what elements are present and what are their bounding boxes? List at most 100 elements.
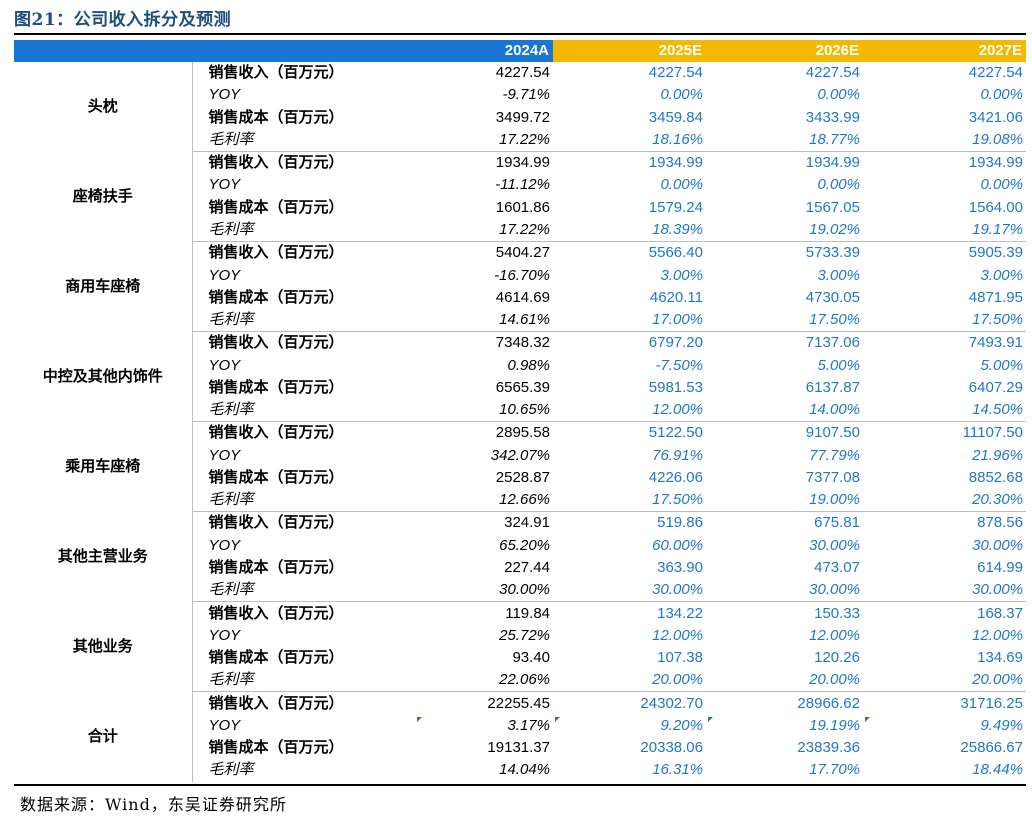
value-cell: 17.50% bbox=[553, 489, 706, 513]
value-cell: 3499.72 bbox=[495, 108, 550, 126]
value-cell: 5404.27 bbox=[495, 244, 550, 262]
value-cell: 6797.20 bbox=[648, 334, 703, 352]
value-cell: 4871.95 bbox=[968, 288, 1023, 306]
value-cell: 3.00% bbox=[660, 266, 703, 284]
table-row: 毛利率 14.61% 17.00% 17.50% 17.50% bbox=[14, 308, 1026, 333]
value-cell: 4620.11 bbox=[649, 288, 703, 306]
value-cell: 614.99 bbox=[977, 558, 1023, 576]
value-cell: 14.50% bbox=[863, 398, 1026, 423]
value-cell: 7348.32 bbox=[495, 334, 550, 352]
metric-label: 销售收入（百万元） bbox=[208, 604, 344, 622]
value-cell: 4226.06 bbox=[648, 468, 703, 486]
metric-label: 销售成本（百万元） bbox=[208, 649, 344, 667]
table-row: 销售成本（百万元） 1601.86 1579.24 1567.05 1564.00 bbox=[14, 197, 1026, 219]
value-cell: 19.19% bbox=[706, 715, 863, 737]
segment-name: 其他业务 bbox=[14, 601, 193, 692]
value-cell: 20.00% bbox=[706, 669, 863, 693]
value-cell: 0.00% bbox=[817, 86, 860, 104]
value-cell: 6407.29 bbox=[968, 378, 1023, 396]
value-cell: 20.30% bbox=[863, 489, 1026, 513]
source-note: 数据来源：Wind，东吴证券研究所 bbox=[20, 795, 287, 814]
metric-label: 销售成本（百万元） bbox=[208, 558, 344, 576]
value-cell: 134.22 bbox=[657, 604, 703, 622]
metric-label: 毛利率 bbox=[192, 489, 415, 513]
value-cell: 3.00% bbox=[980, 266, 1023, 284]
value-cell: 134.69 bbox=[977, 649, 1023, 667]
value-cell: 18.44% bbox=[972, 761, 1023, 779]
table-row: 商用车座椅 销售收入（百万元） 5404.27 5566.40 5733.39 5905.… bbox=[14, 241, 1026, 332]
table-row: 毛利率 17.22% 18.39% 19.02% 19.17% bbox=[14, 218, 1026, 243]
metric-label: YOY bbox=[208, 176, 241, 194]
value-cell: 4227.54 bbox=[495, 64, 550, 82]
metric-label: 销售收入（百万元） bbox=[208, 64, 344, 82]
value-cell: 1934.99 bbox=[968, 154, 1023, 172]
table-body: 头枕 销售收入（百万元） 4227.54 4227.54 4227.54 4227.54 Y… bbox=[14, 62, 1026, 782]
value-cell: 20.00% bbox=[863, 669, 1026, 693]
table-row: 其他主营业务 销售收入（百万元） 324.91 519.86 675.81 878.56 bbox=[14, 511, 1026, 602]
metric-label: 销售成本（百万元） bbox=[208, 468, 344, 486]
header-2026e: 2026E bbox=[706, 40, 863, 62]
value-cell: 1934.99 bbox=[805, 154, 860, 172]
value-cell: 2528.87 bbox=[495, 468, 550, 486]
value-cell: 120.26 bbox=[814, 649, 860, 667]
value-cell: 227.44 bbox=[504, 558, 550, 576]
value-cell: 17.70% bbox=[809, 761, 860, 779]
value-cell: 76.91% bbox=[652, 446, 703, 464]
table-row: 毛利率 22.06% 20.00% 20.00% 20.00% bbox=[14, 669, 1026, 693]
value-cell: 10.65% bbox=[415, 398, 553, 423]
metric-label: YOY bbox=[208, 266, 241, 284]
value-cell: -7.50% bbox=[655, 356, 703, 374]
value-cell: 7493.91 bbox=[968, 334, 1023, 352]
value-cell: 17.00% bbox=[553, 308, 706, 333]
value-cell: 14.61% bbox=[415, 308, 553, 333]
value-cell: 8852.68 bbox=[968, 468, 1023, 486]
value-cell: 473.07 bbox=[814, 558, 860, 576]
value-cell: 4614.69 bbox=[495, 288, 550, 306]
segment-name: 座椅扶手 bbox=[14, 151, 193, 242]
value-cell: 119.84 bbox=[505, 604, 550, 622]
value-cell: -9.71% bbox=[502, 86, 550, 104]
metric-label: 毛利率 bbox=[192, 669, 415, 693]
value-cell: 2895.58 bbox=[495, 424, 550, 442]
value-cell: -16.70% bbox=[494, 266, 550, 284]
value-cell: 31716.25 bbox=[960, 694, 1023, 712]
value-cell: 60.00% bbox=[652, 536, 703, 554]
value-cell: 3.00% bbox=[817, 266, 860, 284]
header-2024a: 2024A bbox=[415, 40, 553, 62]
value-cell: 9.20% bbox=[553, 715, 706, 737]
value-cell: 5905.39 bbox=[968, 244, 1023, 262]
value-cell: 20338.06 bbox=[640, 739, 703, 757]
metric-label: 销售成本（百万元） bbox=[208, 108, 344, 126]
metric-label: 毛利率 bbox=[208, 761, 254, 779]
value-cell: 14.00% bbox=[706, 398, 863, 423]
metric-label: YOY bbox=[208, 716, 241, 734]
metric-label: YOY bbox=[208, 626, 241, 644]
value-cell: 20.00% bbox=[553, 669, 706, 693]
value-cell: 5.00% bbox=[980, 356, 1023, 374]
value-cell: 30.00% bbox=[972, 536, 1023, 554]
value-cell: 1601.86 bbox=[495, 198, 550, 216]
value-cell: 22255.45 bbox=[487, 694, 550, 712]
metric-label: 销售收入（百万元） bbox=[208, 694, 344, 712]
metric-label: YOY bbox=[208, 356, 241, 374]
header-2027e: 2027E bbox=[863, 40, 1026, 62]
metric-label: 毛利率 bbox=[192, 398, 415, 423]
table-row: 销售成本（百万元） 2528.87 4226.06 7377.08 8852.68 bbox=[14, 467, 1026, 489]
value-cell: 5981.53 bbox=[648, 378, 703, 396]
value-cell: 12.66% bbox=[415, 489, 553, 513]
segment-name: 乘用车座椅 bbox=[14, 421, 193, 512]
value-cell: 342.07% bbox=[490, 446, 550, 464]
value-cell: 675.81 bbox=[814, 514, 860, 532]
value-cell: 65.20% bbox=[499, 536, 550, 554]
value-cell: 9107.50 bbox=[805, 424, 860, 442]
table-row: 乘用车座椅 销售收入（百万元） 2895.58 5122.50 9107.50 11107… bbox=[14, 421, 1026, 512]
metric-label: 销售成本（百万元） bbox=[208, 288, 344, 306]
value-cell: 17.22% bbox=[415, 218, 553, 243]
value-cell: 5733.39 bbox=[805, 244, 860, 262]
value-cell: 25866.67 bbox=[960, 739, 1023, 757]
value-cell: 1934.99 bbox=[495, 154, 550, 172]
value-cell: 18.39% bbox=[553, 218, 706, 243]
metric-label: 毛利率 bbox=[192, 579, 415, 603]
value-cell: 5122.50 bbox=[648, 424, 703, 442]
segment-name: 商用车座椅 bbox=[14, 241, 193, 332]
